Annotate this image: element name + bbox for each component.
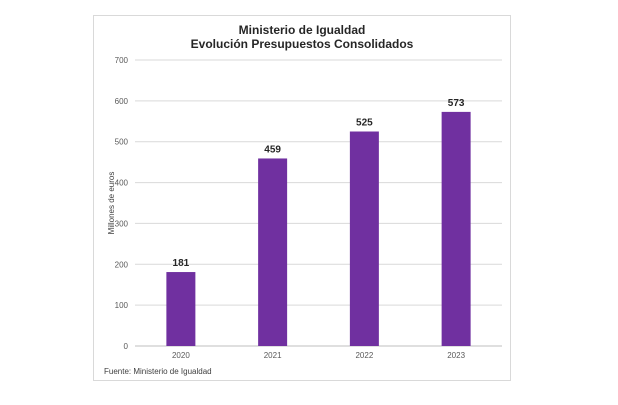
data-label-2022: 525	[356, 118, 373, 129]
y-tick-label: 400	[115, 179, 129, 188]
data-label-2023: 573	[448, 98, 465, 109]
data-label-2021: 459	[264, 144, 281, 155]
y-tick-label: 500	[115, 138, 129, 147]
chart-title: Ministerio de Igualdad	[239, 23, 366, 37]
gridlines	[135, 59, 502, 347]
y-tick-label: 600	[115, 97, 129, 106]
x-tick-label-2021: 2021	[264, 351, 282, 360]
bar-2020	[166, 272, 196, 346]
y-axis-label: Millones de euros	[107, 172, 116, 235]
source-note: Fuente: Ministerio de Igualdad	[104, 367, 212, 376]
x-tick-label-2023: 2023	[447, 351, 465, 360]
bar-2022	[349, 131, 379, 346]
chart-subtitle: Evolución Presupuestos Consolidados	[191, 37, 414, 51]
y-tick-label: 100	[115, 301, 129, 310]
y-tick-label: 300	[115, 219, 129, 228]
x-tick-label-2022: 2022	[355, 351, 373, 360]
y-tick-label: 0	[124, 342, 129, 351]
chart-frame	[93, 15, 511, 381]
y-tick-label: 700	[115, 56, 129, 65]
x-tick-label-2020: 2020	[172, 351, 190, 360]
bar-2021	[258, 158, 288, 346]
labels: 0 100 200 300 400 500 600 700 181 2020 459 2021 525 2…	[115, 56, 466, 360]
y-tick-label: 200	[115, 260, 129, 269]
data-label-2020: 181	[173, 258, 190, 269]
bars	[166, 111, 471, 346]
bar-2023	[441, 111, 471, 346]
